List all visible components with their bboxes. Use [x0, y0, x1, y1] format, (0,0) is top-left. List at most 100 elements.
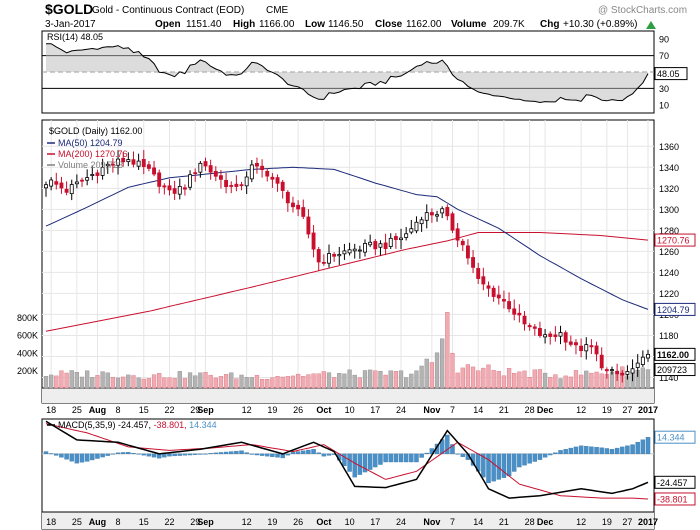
candle-body [424, 212, 429, 221]
candle-body [172, 188, 177, 194]
volume-bar [311, 373, 316, 389]
macd-histogram-bar [450, 444, 455, 455]
volume-bar [306, 374, 311, 389]
macd-histogram-bar [198, 453, 203, 455]
candle-body [476, 268, 481, 279]
date-tick-label: 28 [525, 405, 535, 415]
volume-value: 209.7K [493, 19, 525, 30]
candle-body [393, 236, 398, 240]
volume-bar [218, 376, 224, 389]
volume-bar [223, 374, 229, 389]
volume-bar [388, 370, 393, 389]
candle-body [198, 162, 203, 173]
volume-bar [126, 374, 131, 389]
volume-bar [440, 338, 445, 389]
volume-bar [542, 372, 548, 389]
macd-histogram-bar [48, 453, 54, 455]
macd-histogram-bar [357, 453, 363, 475]
candle-body [465, 245, 470, 259]
macd-histogram-bar [640, 439, 646, 455]
volume-bar [368, 369, 373, 389]
macd-histogram-bar [270, 453, 275, 457]
macd-histogram-bar [563, 449, 568, 455]
candle-body [532, 326, 537, 329]
macd-date-tick-label: 12 [242, 517, 252, 527]
date-tick-label: 12 [576, 405, 586, 415]
macd-histogram-bar [367, 453, 373, 470]
volume-bar [486, 364, 491, 389]
candle-body [64, 188, 69, 193]
macd-histogram-bar [347, 453, 352, 472]
last-value-label: 209723 [657, 365, 687, 375]
macd-histogram-bar [403, 453, 409, 463]
macd-histogram-bar [388, 453, 393, 463]
candle-body [507, 301, 512, 310]
candle-body [543, 334, 548, 338]
candle-body [105, 163, 110, 167]
price-tick-label: 1320 [659, 184, 679, 194]
candle-body [255, 163, 259, 167]
candle-body [404, 233, 409, 238]
volume-bar [599, 373, 604, 389]
volume-bar [512, 373, 517, 389]
volume-bar [398, 370, 404, 389]
open-label: Open [155, 19, 181, 30]
candle-body [548, 333, 553, 337]
macd-date-tick-label: 28 [525, 517, 535, 527]
date-tick-label: 8 [116, 405, 121, 415]
candle-body [357, 249, 362, 252]
macd-histogram-bar [548, 453, 553, 456]
candle-body [373, 241, 378, 250]
macd-histogram-bar [645, 437, 651, 455]
macd-histogram-bar [306, 449, 311, 455]
candle-body [182, 187, 187, 190]
macd-histogram-bar [208, 453, 213, 455]
macd-date-tick-label: Oct [316, 517, 331, 527]
price-tick-label: 1220 [659, 289, 679, 299]
volume-bar [563, 375, 568, 389]
volume-tick-label: 600K [17, 331, 38, 341]
macd-histogram-bar [172, 453, 177, 457]
macd-date-tick-label: 15 [139, 517, 149, 527]
macd-histogram-bar [455, 453, 460, 455]
volume-tick-label: 200K [17, 366, 38, 376]
macd-histogram-bar [79, 453, 85, 463]
volume-bar [337, 373, 342, 389]
volume-bar [445, 312, 450, 389]
macd-histogram-bar [491, 453, 496, 482]
macd-histogram-bar [378, 453, 383, 465]
macd-histogram-bar [635, 441, 640, 455]
volume-bar [121, 376, 126, 389]
date-tick-label: 26 [293, 405, 303, 415]
candle-body [440, 208, 445, 214]
candle-body [44, 184, 48, 189]
volume-bar [568, 376, 573, 389]
price-tick-label: 1180 [659, 331, 678, 341]
candle-body [363, 243, 367, 253]
volume-bar [470, 366, 476, 389]
macd-histogram-bar [275, 453, 280, 458]
macd-histogram-bar [110, 453, 116, 455]
volume-bar [290, 375, 296, 389]
macd-date-tick-label: 25 [72, 517, 82, 527]
chart-header: $GOLD Gold - Continuous Contract (EOD) C… [45, 1, 687, 30]
volume-bar [424, 358, 429, 389]
candle-body [399, 237, 403, 241]
chg-label: Chg [540, 19, 559, 30]
date-axis-band [42, 388, 654, 403]
price-tick-label: 1140 [659, 373, 678, 383]
candle-body [574, 342, 578, 346]
macd-histogram-bar [486, 453, 491, 484]
rsi-panel: 9070503010 RSI(14) 48.05 48.05 [41, 30, 688, 114]
last-value-box [654, 363, 696, 377]
candle-body [414, 221, 419, 232]
candle-body [368, 241, 373, 246]
candle-body [285, 191, 290, 204]
macd-histogram-bar [182, 453, 188, 456]
candle-body [589, 345, 594, 348]
price-title: $GOLD (Daily) 1162.00 [49, 126, 142, 136]
macd-histogram-bar [568, 447, 574, 455]
volume-bar [532, 369, 537, 389]
macd-histogram-bar [100, 453, 105, 458]
macd-last-box [654, 475, 696, 489]
